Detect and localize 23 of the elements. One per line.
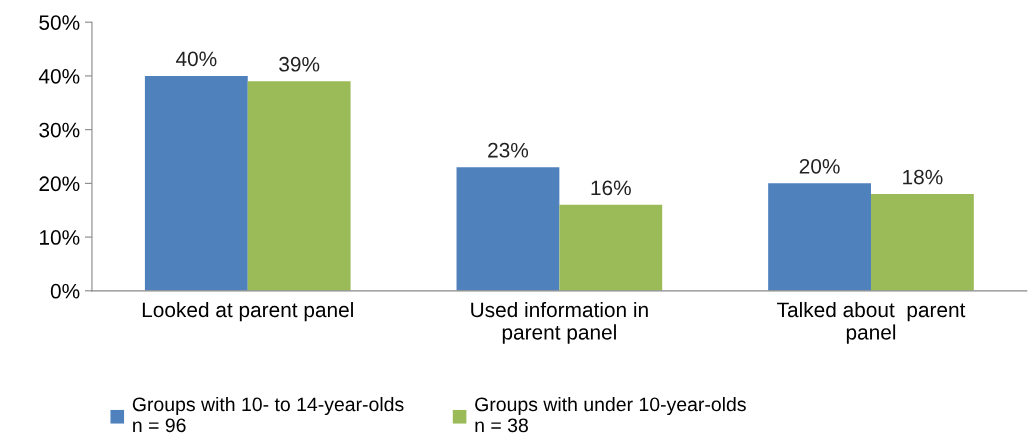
x-tick-label: Talked about parent panel xyxy=(777,301,966,344)
bar xyxy=(144,75,248,291)
data-label: 20% xyxy=(799,158,840,174)
legend-label: Groups with 10- to 14-year-olds n = 96 xyxy=(132,396,404,433)
x-tick-label: Looked at parent panel xyxy=(142,301,353,322)
bar xyxy=(247,81,351,291)
y-tick-label: 10% xyxy=(40,230,80,245)
data-label: 23% xyxy=(488,142,529,158)
bar xyxy=(456,167,560,291)
data-label: 39% xyxy=(279,56,320,72)
data-label: 16% xyxy=(591,180,631,196)
data-label: 40% xyxy=(175,51,217,67)
y-tick-label: 50% xyxy=(39,15,80,30)
data-label: 18% xyxy=(903,169,943,185)
bar xyxy=(768,183,871,291)
y-tick-label: 0% xyxy=(50,283,80,299)
x-tick-label: Used information in parent panel xyxy=(471,301,648,344)
y-tick-label: 20% xyxy=(39,176,80,192)
y-tick-label: 30% xyxy=(39,122,80,138)
y-tick-label: 40% xyxy=(38,68,80,84)
bar xyxy=(559,204,663,291)
legend-label: Groups with under 10-year-olds n = 38 xyxy=(475,396,746,433)
bar xyxy=(870,194,974,291)
